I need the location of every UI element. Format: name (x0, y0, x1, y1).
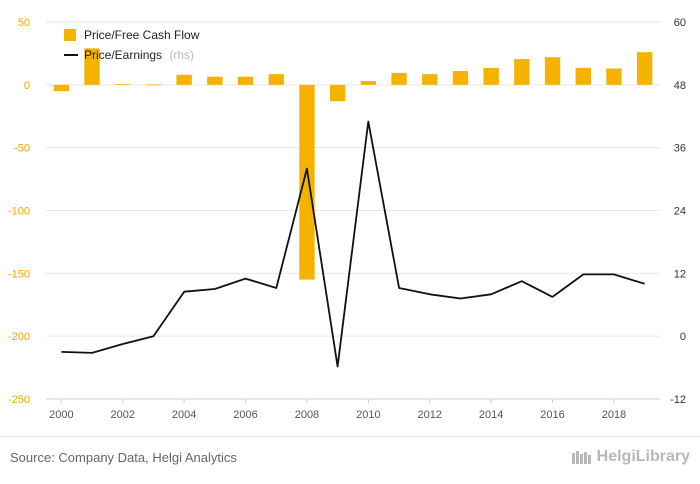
bar (452, 71, 469, 85)
left-tick-label: -50 (14, 143, 30, 155)
bar (145, 84, 162, 86)
legend: Price/Free Cash Flow Price/Earnings (rhs… (64, 28, 200, 62)
bar-series (53, 48, 653, 280)
x-tick-label: 2004 (172, 409, 196, 421)
left-tick-label: -150 (8, 268, 30, 280)
legend-swatch-bar (64, 29, 76, 41)
right-tick-label: -12 (670, 394, 686, 406)
bar (422, 74, 438, 85)
left-tick-label: -100 (8, 206, 30, 218)
legend-line-suffix: (rhs) (169, 48, 194, 62)
bar (544, 57, 561, 85)
right-tick-label: 24 (674, 206, 686, 218)
pe-line (61, 120, 645, 368)
bar (360, 81, 377, 85)
grid (46, 21, 660, 400)
library-icon (571, 451, 591, 464)
x-tick-label: 2002 (111, 409, 135, 421)
x-tick-label: 2012 (418, 409, 442, 421)
left-tick-label: 0 (24, 80, 30, 92)
left-tick-label: -200 (8, 331, 30, 343)
chart: 50 0 -50 -100 -150 -200 -250 60 48 36 24 12 0 -12 20… (8, 17, 686, 421)
right-tick-label: 12 (674, 268, 686, 280)
left-axis: 50 0 -50 -100 -150 -200 -250 (8, 17, 30, 406)
x-tick-label: 2014 (479, 409, 503, 421)
x-axis: 2000 2002 2004 2006 2008 2010 2012 2014 2016 2018 (49, 399, 626, 421)
bar (268, 74, 284, 85)
bar (329, 84, 346, 102)
x-tick-label: 2010 (356, 409, 380, 421)
x-tick-label: 2016 (540, 409, 564, 421)
legend-line-name: Price/Earnings (84, 48, 162, 62)
bar (176, 74, 192, 85)
right-tick-label: 60 (674, 17, 686, 29)
left-tick-label: 50 (18, 17, 30, 29)
brand-logo: HelgiLibrary (571, 448, 690, 466)
bar (391, 72, 407, 85)
bar (115, 84, 131, 86)
bar (636, 52, 653, 85)
legend-label-bar: Price/Free Cash Flow (84, 28, 200, 42)
x-tick-label: 2006 (233, 409, 257, 421)
bar (514, 59, 530, 85)
bar (53, 84, 70, 92)
right-tick-label: 0 (680, 331, 686, 343)
x-tick-label: 2000 (49, 409, 73, 421)
x-tick-label: 2008 (295, 409, 319, 421)
brand-name: HelgiLibrary (596, 448, 690, 465)
x-tick-label: 2018 (602, 409, 626, 421)
left-tick-label: -250 (8, 394, 30, 406)
right-axis: 60 48 36 24 12 0 -12 (670, 17, 686, 406)
source-note: Source: Company Data, Helgi Analytics (10, 450, 237, 465)
bar (575, 67, 591, 85)
right-tick-label: 48 (674, 80, 686, 92)
bar (84, 48, 100, 85)
bar (299, 84, 315, 280)
bar (483, 67, 499, 85)
bar (207, 76, 223, 85)
footer: Source: Company Data, Helgi Analytics He… (0, 436, 700, 484)
right-tick-label: 36 (674, 143, 686, 155)
legend-label-line: Price/Earnings (rhs) (84, 48, 194, 62)
bar (237, 76, 254, 85)
line-series (61, 120, 645, 368)
bar (606, 68, 622, 85)
